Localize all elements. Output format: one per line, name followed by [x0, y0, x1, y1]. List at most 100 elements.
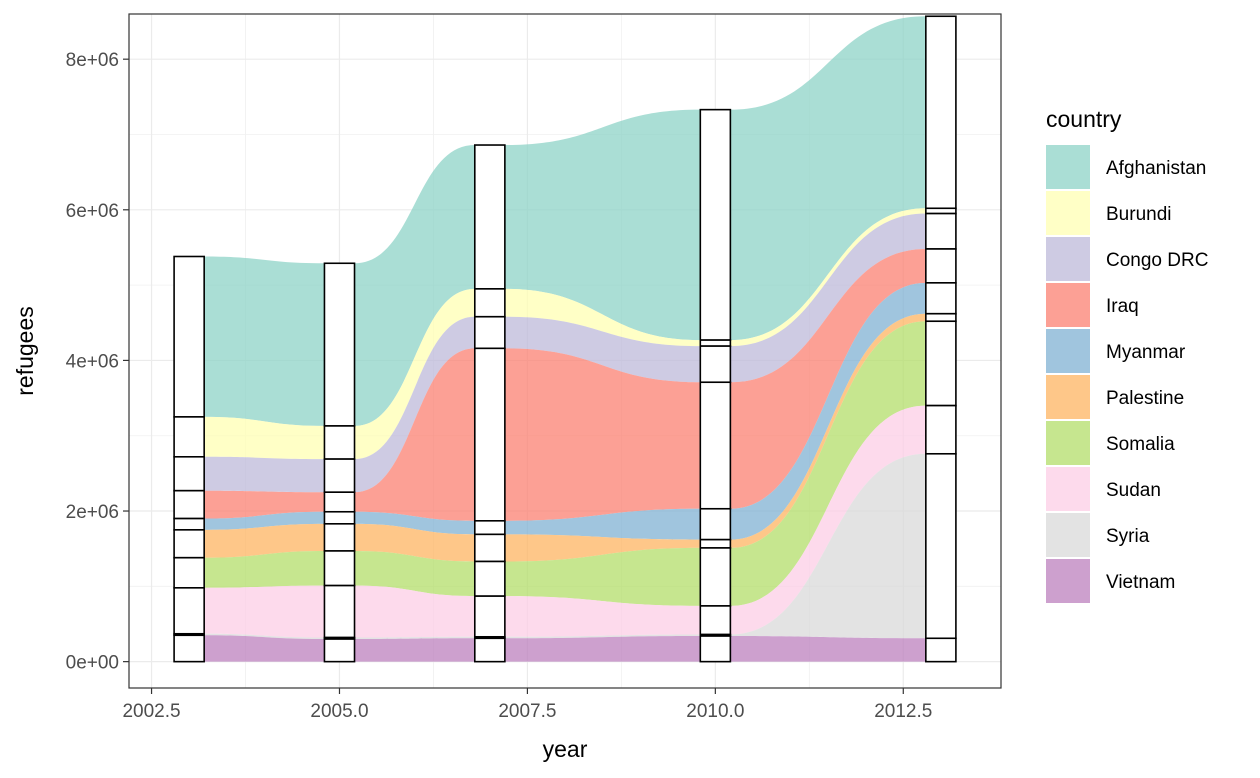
legend-item: Syria: [1046, 513, 1150, 557]
legend-item: Afghanistan: [1046, 145, 1206, 189]
x-tick-label: 2002.5: [122, 701, 180, 722]
flow-syria: [204, 453, 926, 640]
legend-item: Palestine: [1046, 375, 1184, 419]
legend-label: Vietnam: [1106, 572, 1175, 593]
y-tick-label: 4e+06: [66, 351, 119, 372]
stratum-iraq: [323, 491, 356, 513]
x-tick-label: 2007.5: [498, 701, 556, 722]
stratum-palestine: [925, 312, 957, 323]
y-axis-title: refugees: [12, 306, 38, 396]
legend-item: Sudan: [1046, 467, 1161, 511]
stratum-iraq: [173, 489, 205, 520]
legend-label: Congo DRC: [1106, 250, 1208, 271]
legend-label: Sudan: [1106, 480, 1161, 501]
stratum-myanmar: [699, 507, 732, 541]
stratum-congo-drc: [473, 315, 506, 350]
stratum-afghanistan: [473, 144, 506, 290]
legend-label: Syria: [1106, 526, 1150, 547]
stratum-iraq: [699, 381, 732, 510]
axis-ticks: 2002.5 2005.0 2007.5 2010.0 2012.5 0e+00 2e+06…: [66, 50, 933, 722]
flow-myanmar: [204, 282, 926, 540]
stratum-somalia: [699, 547, 732, 607]
legend-key: [1046, 559, 1090, 603]
stratum-vietnam: [323, 638, 356, 663]
legend: country Afghanistan Burundi Congo DRC Iraq M…: [1046, 106, 1208, 603]
legend-item: Myanmar: [1046, 329, 1186, 373]
stratum-burundi: [173, 416, 205, 458]
strata: [173, 15, 957, 663]
legend-label: Somalia: [1106, 434, 1175, 455]
stratum-sudan: [925, 404, 957, 455]
flow-afghanistan: [204, 16, 926, 426]
legend-key: [1046, 467, 1090, 511]
stratum-afghanistan: [699, 108, 732, 341]
stratum-afghanistan: [925, 15, 957, 210]
stratum-afghanistan: [323, 262, 356, 427]
stratum-congo-drc: [173, 456, 205, 492]
legend-key: [1046, 283, 1090, 327]
stratum-congo-drc: [323, 458, 356, 494]
stratum-myanmar: [173, 517, 205, 531]
legend-key: [1046, 421, 1090, 465]
legend-item: Burundi: [1046, 191, 1172, 235]
stratum-palestine: [173, 529, 205, 559]
legend-key: [1046, 145, 1090, 189]
stratum-somalia: [925, 320, 957, 407]
stratum-vietnam: [173, 634, 205, 663]
legend-label: Afghanistan: [1106, 158, 1206, 179]
stratum-somalia: [173, 556, 205, 589]
flows: [204, 16, 926, 662]
legend-label: Palestine: [1106, 388, 1184, 409]
stratum-afghanistan: [173, 255, 205, 418]
stratum-myanmar: [323, 510, 356, 525]
x-axis-title: year: [543, 736, 588, 762]
flow-sudan: [204, 405, 926, 638]
flow-iraq: [204, 248, 926, 521]
stratum-iraq: [473, 347, 506, 522]
y-tick-label: 2e+06: [66, 502, 119, 523]
legend-item: Somalia: [1046, 421, 1175, 465]
y-tick-label: 8e+06: [66, 50, 119, 71]
flow-congo-drc: [204, 213, 926, 493]
stratum-palestine: [323, 523, 356, 552]
stratum-myanmar: [925, 282, 957, 315]
flow-burundi: [204, 208, 926, 460]
stratum-somalia: [473, 560, 506, 597]
x-tick-label: 2010.0: [686, 701, 744, 722]
x-tick-label: 2005.0: [310, 701, 368, 722]
x-tick-label: 2012.5: [874, 701, 932, 722]
flow-somalia: [204, 321, 926, 606]
legend-key: [1046, 513, 1090, 557]
stratum-palestine: [473, 533, 506, 563]
stratum-burundi: [473, 288, 506, 318]
legend-item: Iraq: [1046, 283, 1139, 327]
stratum-sudan: [699, 605, 732, 636]
legend-title: country: [1046, 106, 1122, 132]
legend-items: Afghanistan Burundi Congo DRC Iraq Myanmar Pa…: [1046, 145, 1208, 603]
stratum-vietnam: [925, 637, 957, 663]
legend-item: Vietnam: [1046, 559, 1175, 603]
legend-key: [1046, 375, 1090, 419]
flow-palestine: [204, 313, 926, 562]
legend-key: [1046, 237, 1090, 281]
y-tick-label: 6e+06: [66, 201, 119, 222]
panel-border: [128, 13, 1002, 689]
stratum-palestine: [699, 538, 732, 549]
legend-key: [1046, 191, 1090, 235]
legend-label: Burundi: [1106, 204, 1172, 225]
stratum-syria: [925, 452, 957, 640]
legend-key: [1046, 329, 1090, 373]
legend-label: Iraq: [1106, 296, 1139, 317]
legend-label: Myanmar: [1106, 342, 1186, 363]
stratum-burundi: [699, 339, 732, 347]
flow-vietnam: [204, 635, 926, 662]
y-tick-label: 0e+00: [66, 653, 119, 674]
stratum-vietnam: [699, 635, 732, 663]
stratum-vietnam: [473, 637, 506, 663]
stratum-iraq: [925, 248, 957, 284]
stratum-myanmar: [473, 520, 506, 536]
stratum-congo-drc: [699, 345, 732, 384]
stratum-somalia: [323, 550, 356, 587]
stratum-sudan: [173, 587, 205, 635]
